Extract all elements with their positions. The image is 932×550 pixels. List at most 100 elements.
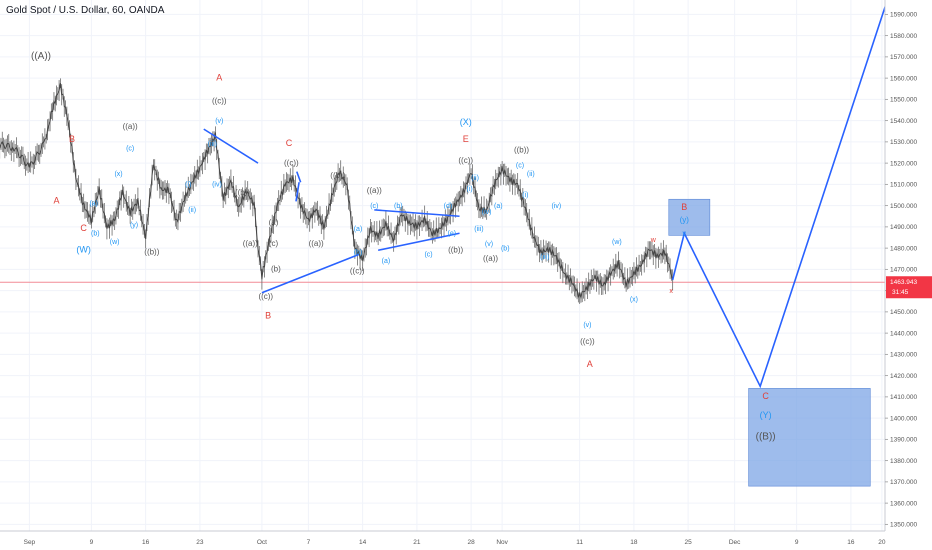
wave-label: (a) xyxy=(494,203,503,210)
wave-label: ((a)) xyxy=(367,186,382,195)
time-tick-label: 23 xyxy=(196,539,204,546)
price-tick-label: 1430.000 xyxy=(890,352,917,359)
trend-line xyxy=(295,182,300,202)
price-tick-label: 1420.000 xyxy=(890,373,917,380)
wave-label: (b) xyxy=(501,245,510,252)
price-tick-label: 1370.000 xyxy=(890,479,917,486)
time-tick-label: 11 xyxy=(576,539,583,546)
wave-label: (iii) xyxy=(474,226,483,233)
wave-label: (y) xyxy=(130,222,138,229)
price-badge-bg xyxy=(886,276,932,299)
target-box xyxy=(748,388,871,487)
wave-label: ((c)) xyxy=(212,97,227,106)
wave-label: ((b)) xyxy=(514,146,529,155)
time-tick-label: 16 xyxy=(847,539,855,546)
wave-label: A xyxy=(587,359,593,369)
wave-label: (i) xyxy=(185,182,191,189)
wave-label: (a) xyxy=(89,201,98,208)
time-tick-label: Dec xyxy=(729,539,741,546)
trend-line xyxy=(377,232,460,252)
wave-label: (iii) xyxy=(540,254,549,261)
trend-line xyxy=(261,253,360,294)
price-tick-label: 1550.000 xyxy=(890,97,917,104)
wave-label: (v) xyxy=(215,118,223,125)
wave-label: (c) xyxy=(269,239,279,248)
time-tick-label: 9 xyxy=(795,539,799,546)
trend-line xyxy=(374,209,460,218)
wave-label: (b) xyxy=(271,265,281,274)
time-tick-label: Oct xyxy=(257,539,267,546)
wave-label: (ii) xyxy=(471,175,479,182)
price-series-line xyxy=(0,83,674,300)
price-badge-timer: 31:45 xyxy=(892,289,909,296)
wave-label: ((a)) xyxy=(243,239,258,248)
time-axis-bg xyxy=(0,531,932,550)
time-tick-label: 25 xyxy=(685,539,693,546)
price-tick-label: 1530.000 xyxy=(890,139,917,146)
price-tick-label: 1500.000 xyxy=(890,203,917,210)
wave-label: (i) xyxy=(466,186,472,193)
wave-label: ((B)) xyxy=(756,431,776,442)
target-box xyxy=(668,198,711,236)
time-tick-label: 18 xyxy=(630,539,638,546)
time-tick-label: 14 xyxy=(359,539,367,546)
wave-label: C xyxy=(286,138,293,148)
wave-label: B xyxy=(265,310,271,320)
price-tick-label: 1350.000 xyxy=(890,522,917,529)
time-tick-label: 7 xyxy=(307,539,311,546)
wave-label: (iii) xyxy=(208,141,217,148)
price-tick-label: 1480.000 xyxy=(890,245,917,252)
wave-label: (c) xyxy=(516,162,524,169)
wave-label: (b) xyxy=(394,203,403,210)
wave-label: (ii) xyxy=(527,171,535,178)
wave-label: ((c)) xyxy=(284,158,299,167)
wave-label: (w) xyxy=(612,239,622,246)
wave-label: (X) xyxy=(460,117,472,127)
wave-label: (b) xyxy=(354,250,363,257)
wave-label: C xyxy=(80,223,87,233)
wave-label: x xyxy=(669,288,673,295)
price-badge-value: 1463.943 xyxy=(890,279,917,286)
wave-label: (e) xyxy=(447,230,456,237)
projection-line xyxy=(671,0,889,389)
chart-grid xyxy=(0,0,885,531)
wave-label: ((c)) xyxy=(458,156,473,165)
wave-label: ((b)) xyxy=(235,188,250,197)
wave-label: ((a)) xyxy=(309,239,324,248)
wave-label: (v) xyxy=(485,241,493,248)
price-tick-label: 1490.000 xyxy=(890,224,917,231)
wave-label: ((A)) xyxy=(31,51,51,62)
wave-label: A xyxy=(216,72,222,82)
wave-label: C xyxy=(762,391,769,401)
wave-label: y xyxy=(683,230,687,237)
price-tick-label: 1570.000 xyxy=(890,54,917,61)
time-tick-label: 21 xyxy=(413,539,421,546)
wave-label: ((a)) xyxy=(123,122,138,131)
price-axis-bg xyxy=(885,0,932,550)
price-tick-label: 1520.000 xyxy=(890,160,917,167)
wave-label: (Y) xyxy=(760,410,772,420)
price-axis[interactable]: 1350.000 1360.000 1370.000 1380.000 1390.000… xyxy=(884,0,932,550)
chart-title: Gold Spot / U.S. Dollar, 60, OANDA xyxy=(6,5,165,16)
wave-label: (c) xyxy=(424,252,432,259)
time-tick-label: 9 xyxy=(90,539,94,546)
price-tick-label: 1440.000 xyxy=(890,330,917,337)
wave-label: ((c)) xyxy=(258,292,273,301)
wave-label: (w) xyxy=(110,239,120,246)
wave-label: E xyxy=(463,134,469,144)
price-tick-label: 1510.000 xyxy=(890,182,917,189)
wave-label: (v) xyxy=(583,322,591,329)
price-tick-label: 1390.000 xyxy=(890,437,917,444)
target-boxes xyxy=(668,198,871,487)
price-tick-label: 1470.000 xyxy=(890,267,917,274)
wave-label: (c) xyxy=(126,145,134,152)
price-tick-label: 1590.000 xyxy=(890,12,917,19)
time-axis[interactable]: Sep 9 16 23 Oct 7 14 21 28 Nov 11 18 25 Dec 9 16 20 xyxy=(0,530,932,550)
wave-label: (iv) xyxy=(482,209,492,216)
price-series xyxy=(0,78,674,304)
time-tick-label: 28 xyxy=(468,539,476,546)
price-badge: 1463.943 31:45 xyxy=(886,276,932,299)
wave-label: w xyxy=(650,237,657,244)
wave-label: (d) xyxy=(444,203,453,210)
